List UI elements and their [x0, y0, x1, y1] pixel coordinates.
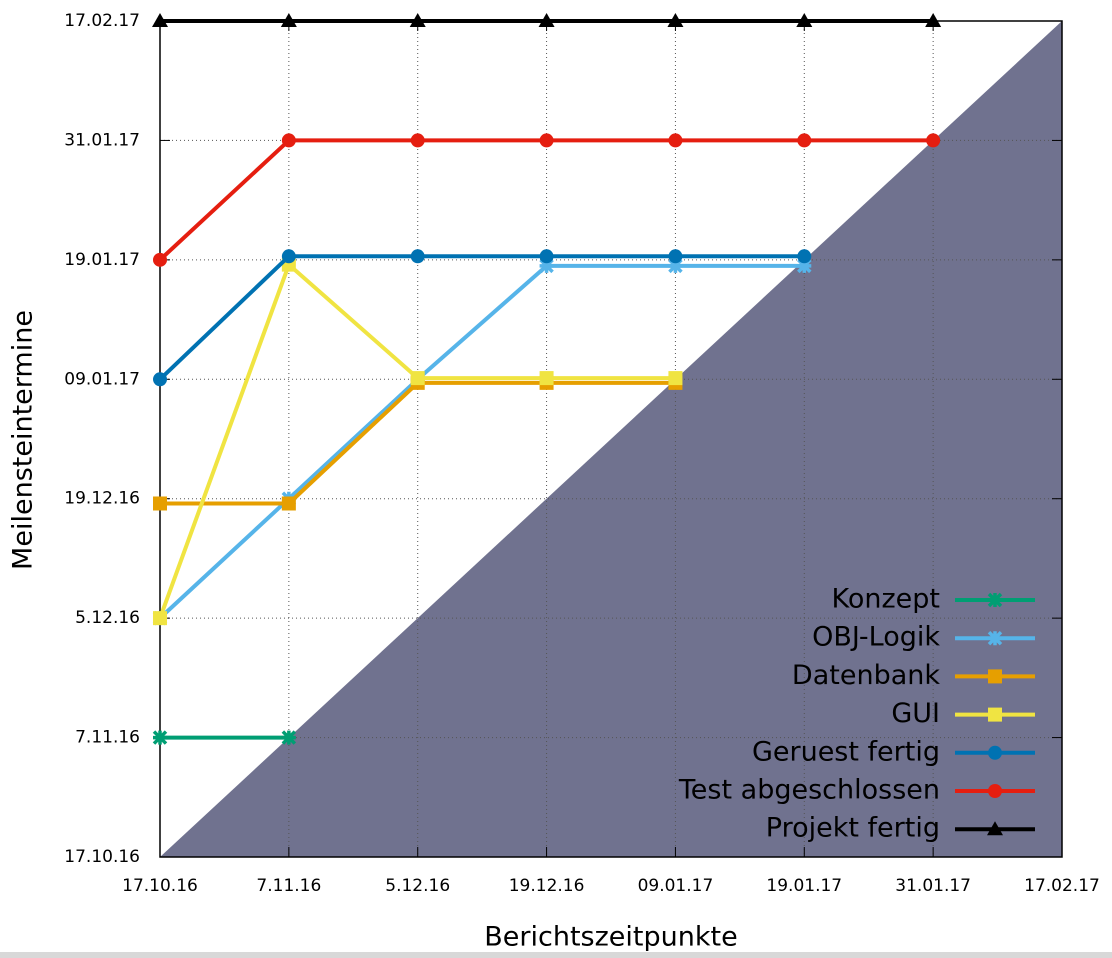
legend-label: Datenbank	[792, 660, 940, 691]
marker	[410, 133, 425, 148]
marker	[987, 630, 1003, 646]
marker	[926, 133, 941, 148]
x-tick-label: 5.12.16	[385, 876, 450, 896]
marker	[539, 258, 554, 274]
marker	[409, 13, 426, 27]
marker	[153, 496, 167, 511]
marker	[668, 258, 683, 274]
marker	[281, 496, 296, 511]
marker	[281, 249, 296, 264]
y-axis-label: Meilensteintermine	[8, 310, 39, 570]
y-tick-label: 31.01.17	[64, 130, 140, 150]
marker	[987, 821, 1003, 836]
x-tick-label: 19.12.16	[509, 876, 585, 896]
x-axis-label: Berichtszeitpunkte	[484, 922, 737, 953]
y-tick-label: 5.12.16	[75, 608, 140, 628]
shaded-region	[160, 21, 1062, 857]
legend-label: OBJ-Logik	[812, 622, 940, 653]
y-tick-label: 09.01.17	[64, 369, 140, 389]
marker	[987, 592, 1003, 608]
marker	[410, 371, 425, 386]
marker	[539, 371, 554, 386]
y-tick-label: 19.01.17	[64, 250, 140, 270]
marker	[668, 133, 683, 148]
marker	[925, 13, 942, 27]
marker	[539, 133, 554, 148]
marker	[988, 707, 1002, 722]
marker	[797, 258, 812, 274]
window-edge	[0, 952, 1112, 958]
legend-label: Geruest fertig	[752, 736, 940, 767]
series-line	[158, 254, 805, 381]
marker	[797, 133, 812, 148]
series-line	[158, 263, 805, 620]
x-tick-label: 17.10.16	[122, 876, 198, 896]
marker	[988, 784, 1002, 798]
marker	[668, 371, 683, 386]
legend-label: GUI	[891, 698, 940, 729]
y-tick-label: 17.02.17	[64, 11, 140, 31]
marker	[281, 730, 297, 745]
marker	[153, 372, 167, 387]
marker	[281, 133, 296, 148]
marker	[410, 249, 425, 264]
marker	[988, 669, 1002, 684]
marker	[538, 13, 555, 27]
legend-label: Test abgeschlossen	[678, 775, 940, 806]
y-tick-label: 17.10.16	[64, 847, 140, 867]
y-tick-label: 19.12.16	[64, 489, 140, 509]
marker	[667, 13, 684, 27]
marker	[280, 13, 297, 27]
marker	[152, 13, 168, 27]
marker	[539, 249, 554, 264]
x-tick-label: 17.02.17	[1024, 876, 1100, 896]
x-tick-label: 31.01.17	[895, 876, 971, 896]
marker	[153, 611, 167, 626]
x-tick-label: 09.01.17	[638, 876, 714, 896]
x-tick-label: 19.01.17	[766, 876, 842, 896]
x-tick-label: 7.11.16	[256, 876, 321, 896]
marker	[153, 252, 167, 267]
legend-label: Projekt fertig	[766, 813, 940, 844]
y-tick-label: 7.11.16	[75, 728, 140, 748]
marker	[797, 249, 812, 264]
legend-label: Konzept	[831, 584, 940, 615]
marker	[988, 745, 1002, 760]
marker	[668, 249, 683, 264]
marker	[152, 730, 168, 745]
marker	[796, 13, 813, 27]
